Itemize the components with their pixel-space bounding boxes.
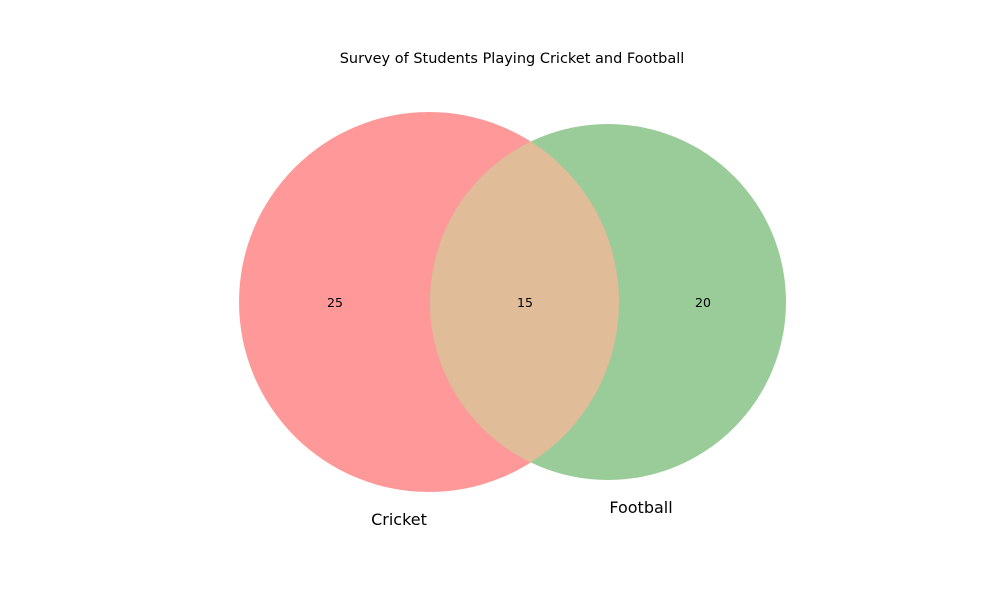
cricket-label: Cricket: [371, 510, 427, 529]
football-label: Football: [609, 498, 672, 517]
intersection-region: [430, 124, 619, 480]
cricket-only-count: 25: [327, 295, 343, 310]
football-only-count: 20: [695, 295, 711, 310]
intersection-count: 15: [517, 295, 533, 310]
chart-title: Survey of Students Playing Cricket and F…: [340, 51, 685, 67]
